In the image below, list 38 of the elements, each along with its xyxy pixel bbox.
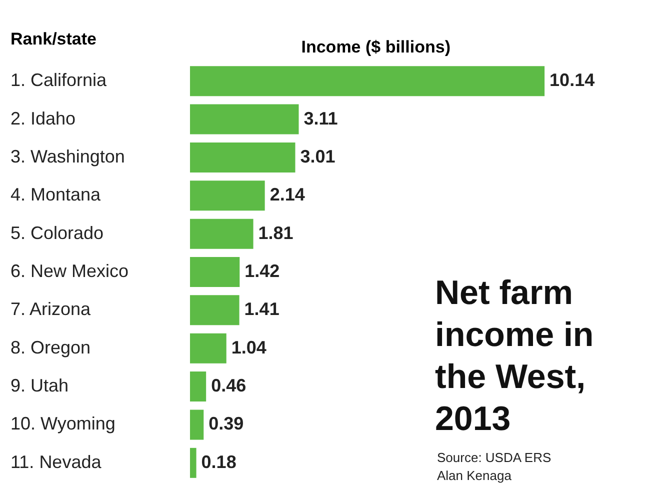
bar — [190, 104, 299, 134]
data-label: 1.81 — [258, 222, 294, 243]
x-axis-title: Income ($ billions) — [301, 38, 450, 56]
y-tick-label: 7. Arizona — [10, 299, 92, 320]
bar — [190, 218, 254, 249]
bar — [190, 142, 296, 172]
y-tick-label: 3. Washington — [10, 146, 125, 166]
y-axis-title: Rank/state — [10, 30, 96, 48]
bar — [190, 66, 545, 96]
data-label: 10.14 — [550, 70, 595, 90]
y-tick-label: 2. Idaho — [10, 108, 76, 128]
bar — [190, 410, 204, 440]
bar — [190, 180, 265, 211]
y-tick-label: 10. Wyoming — [10, 414, 116, 434]
bar — [190, 257, 240, 287]
y-tick-label: 8. Oregon — [10, 337, 91, 358]
data-label: 3.01 — [300, 146, 336, 166]
y-tick-label: 1. California — [10, 70, 108, 90]
bar — [190, 295, 240, 326]
text: Net farm income in the West, 2013 — [435, 274, 594, 438]
data-label: 1.42 — [244, 261, 280, 281]
y-tick-label: 5. Colorado — [10, 222, 104, 243]
data-label: 0.18 — [201, 452, 236, 472]
data-label: 1.04 — [231, 337, 266, 358]
annotation: Source: USDA ERS — [437, 450, 552, 465]
bar — [190, 333, 226, 364]
bar — [190, 372, 206, 402]
data-label: 3.11 — [304, 108, 338, 128]
data-label: 0.46 — [211, 376, 246, 396]
data-label: 2.14 — [270, 184, 305, 205]
y-tick-label: 9. Utah — [10, 376, 69, 396]
data-label: 0.39 — [208, 414, 244, 434]
data-label: 1.41 — [244, 299, 280, 320]
y-tick-label: 6. New Mexico — [10, 261, 129, 281]
annotation: Alan Kenaga — [437, 468, 512, 483]
y-tick-label: 4. Montana — [10, 184, 102, 205]
bar — [190, 448, 196, 478]
y-tick-label: 11. Nevada — [10, 452, 102, 472]
